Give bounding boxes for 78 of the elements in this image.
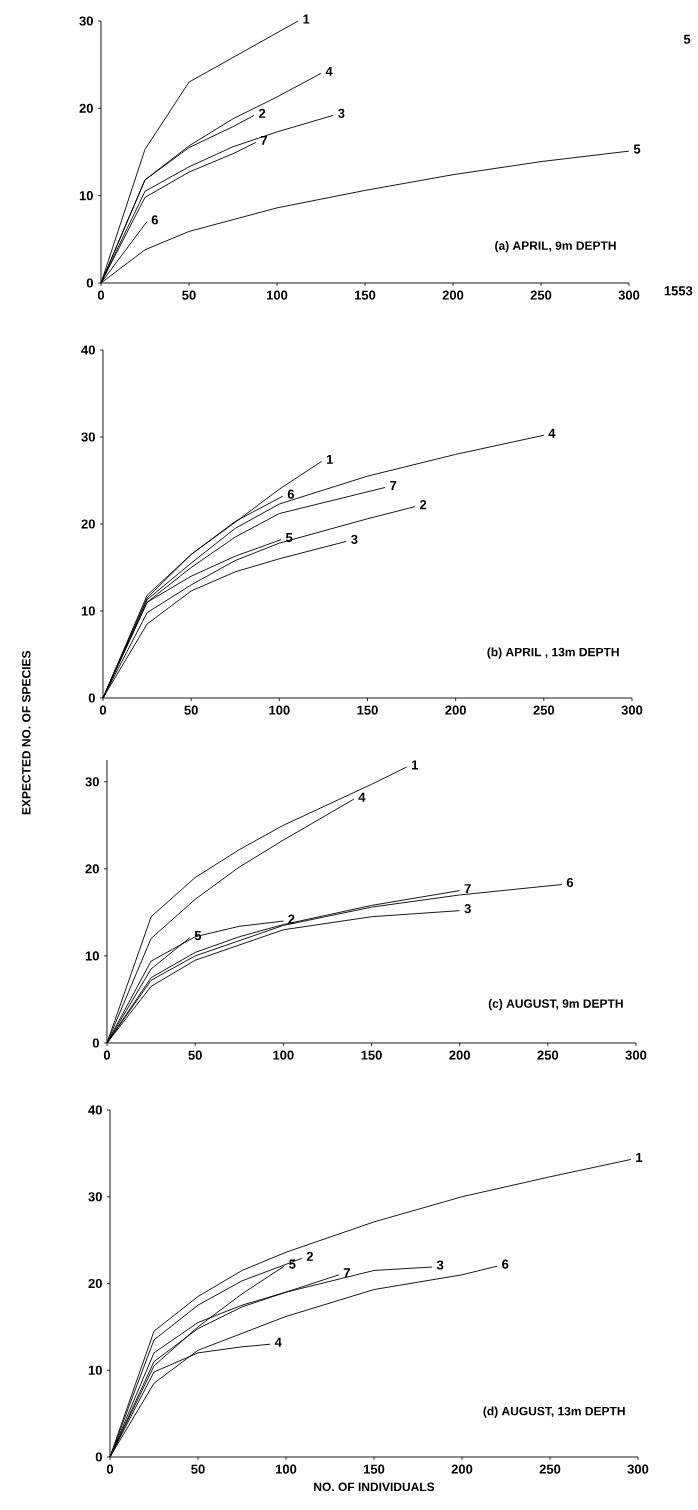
series-label: 3 — [338, 108, 345, 118]
series-label: 4 — [548, 428, 556, 438]
x-tick-label: 300 — [627, 1464, 649, 1474]
x-tick-label: 50 — [184, 705, 198, 715]
y-tick-label: 10 — [79, 191, 93, 201]
series-label: 4 — [274, 1337, 282, 1347]
y-tick-label: 40 — [88, 1105, 102, 1115]
x-axis-title: NO. OF INDIVIDUALS — [314, 1482, 435, 1492]
y-tick-label: 20 — [88, 1278, 102, 1289]
text: (a) APRIL, 9m DEPTH — [495, 241, 616, 253]
text: (c) AUGUST, 9m DEPTH — [488, 998, 623, 1011]
y-tick-label: 30 — [79, 16, 93, 26]
series-label: 7 — [343, 1268, 350, 1278]
x-tick-label: 200 — [442, 290, 464, 300]
y-tick-label: 10 — [85, 951, 99, 961]
text: (d) AUGUST, 13m DEPTH — [483, 1406, 625, 1418]
x-tick-label: 50 — [182, 290, 196, 300]
series-label: 7 — [464, 884, 471, 894]
series-label: 4 — [358, 792, 366, 802]
x-tick-label: 250 — [539, 1464, 561, 1474]
series-label: 6 — [502, 1259, 509, 1269]
series-label: 3 — [436, 1260, 444, 1270]
x-tick-label: 200 — [449, 1050, 470, 1060]
y-axis-title: EXPECTED NO. OF SPECIES — [22, 650, 31, 815]
y-tick-label: 0 — [92, 1038, 99, 1048]
y-tick-label: 20 — [81, 519, 95, 529]
x-tick-label: 150 — [357, 705, 378, 715]
y-tick-label: 40 — [81, 345, 95, 355]
x-tick-label: 200 — [445, 705, 466, 715]
x-tick-label: 100 — [269, 705, 290, 715]
series-label: 1 — [303, 14, 310, 24]
x-tick-label: 300 — [621, 705, 643, 715]
x-tick-label: 50 — [191, 1464, 205, 1474]
x-tick-label: 150 — [361, 1050, 382, 1060]
series-label: 5 — [633, 144, 641, 154]
y-tick-label: 10 — [81, 606, 95, 616]
series-label: 6 — [566, 877, 574, 888]
x-tick-label: 250 — [537, 1050, 559, 1060]
x-tick-label: 200 — [451, 1464, 473, 1474]
series-label: 2 — [420, 500, 427, 510]
x-tick-label: 0 — [106, 1464, 114, 1474]
x-tick-label: 150 — [354, 290, 376, 300]
x-tick-label: 100 — [266, 290, 288, 300]
y-tick-label: 30 — [88, 1192, 102, 1202]
y-tick-label: 20 — [79, 103, 93, 113]
series-label: 3 — [351, 534, 358, 544]
series-label: 7 — [390, 480, 397, 490]
series-label: 2 — [306, 1251, 313, 1261]
y-tick-label: 30 — [85, 777, 99, 787]
series-label: 4 — [325, 66, 333, 76]
text: (b) APRIL , 13m DEPTH — [487, 647, 619, 659]
x-tick-label: 100 — [275, 1464, 297, 1474]
y-tick-label: 20 — [85, 864, 99, 874]
series-label: 6 — [151, 215, 158, 225]
x-tick-label: 50 — [188, 1050, 202, 1060]
y-tick-label: 10 — [88, 1365, 102, 1375]
series-label: 5 — [289, 1259, 296, 1269]
series-label: 1 — [636, 1152, 643, 1162]
series-label: 3 — [464, 904, 471, 914]
x-tick-label: 100 — [273, 1050, 294, 1060]
x-tick-label: 0 — [103, 1050, 111, 1060]
x-tick-label: 250 — [530, 290, 552, 300]
x-tick-label: 300 — [625, 1050, 647, 1060]
x-tick-label: 300 — [618, 290, 640, 300]
series-label: 2 — [288, 914, 295, 924]
y-tick-label: 0 — [95, 1452, 102, 1462]
series-label: 6 — [287, 489, 295, 499]
series-label: 1 — [412, 760, 419, 770]
x-tick-label: 150 — [363, 1464, 385, 1474]
x-tick-label: 250 — [533, 705, 555, 715]
text: 5 — [683, 34, 691, 44]
series-label: 1 — [326, 454, 333, 464]
y-tick-label: 30 — [81, 432, 95, 442]
y-tick-label: 0 — [86, 278, 93, 288]
series-label: 7 — [260, 135, 267, 145]
series-label: 2 — [259, 108, 266, 118]
y-tick-label: 0 — [88, 693, 95, 703]
text: 1553 — [664, 286, 693, 296]
